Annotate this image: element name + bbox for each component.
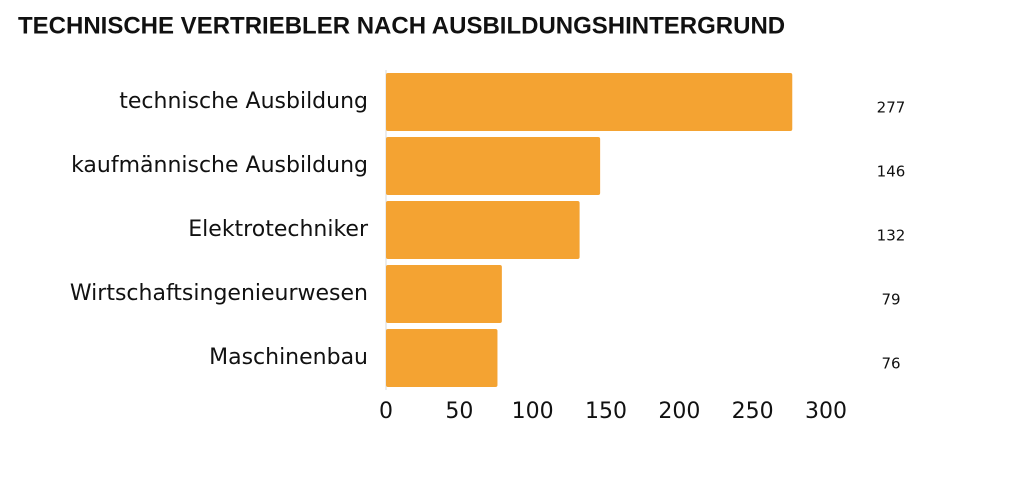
y-tick-label: technische Ausbildung	[119, 89, 368, 114]
x-tick-label: 300	[805, 399, 847, 424]
x-tick-label: 50	[445, 399, 473, 424]
chart-title: TECHNISCHE VERTRIEBLER NACH AUSBILDUNGSH…	[18, 12, 785, 39]
bar	[386, 265, 502, 323]
bar	[386, 201, 580, 259]
x-tick-label: 100	[512, 399, 554, 424]
y-tick-label: Wirtschaftsingenieurwesen	[70, 281, 368, 306]
y-tick-label: Elektrotechniker	[188, 217, 369, 242]
x-tick-label: 150	[585, 399, 627, 424]
y-tick-label: Maschinenbau	[209, 345, 368, 370]
bar	[386, 137, 601, 195]
value-label: 132	[877, 227, 906, 245]
value-label: 277	[877, 99, 906, 117]
bar	[386, 329, 498, 387]
bar	[386, 73, 793, 131]
x-tick-label: 0	[379, 399, 393, 424]
value-label: 76	[881, 355, 900, 373]
value-label: 79	[881, 291, 900, 309]
x-tick-label: 250	[732, 399, 774, 424]
x-tick-label: 200	[658, 399, 700, 424]
value-label: 146	[877, 163, 906, 181]
y-tick-label: kaufmännische Ausbildung	[71, 153, 368, 178]
